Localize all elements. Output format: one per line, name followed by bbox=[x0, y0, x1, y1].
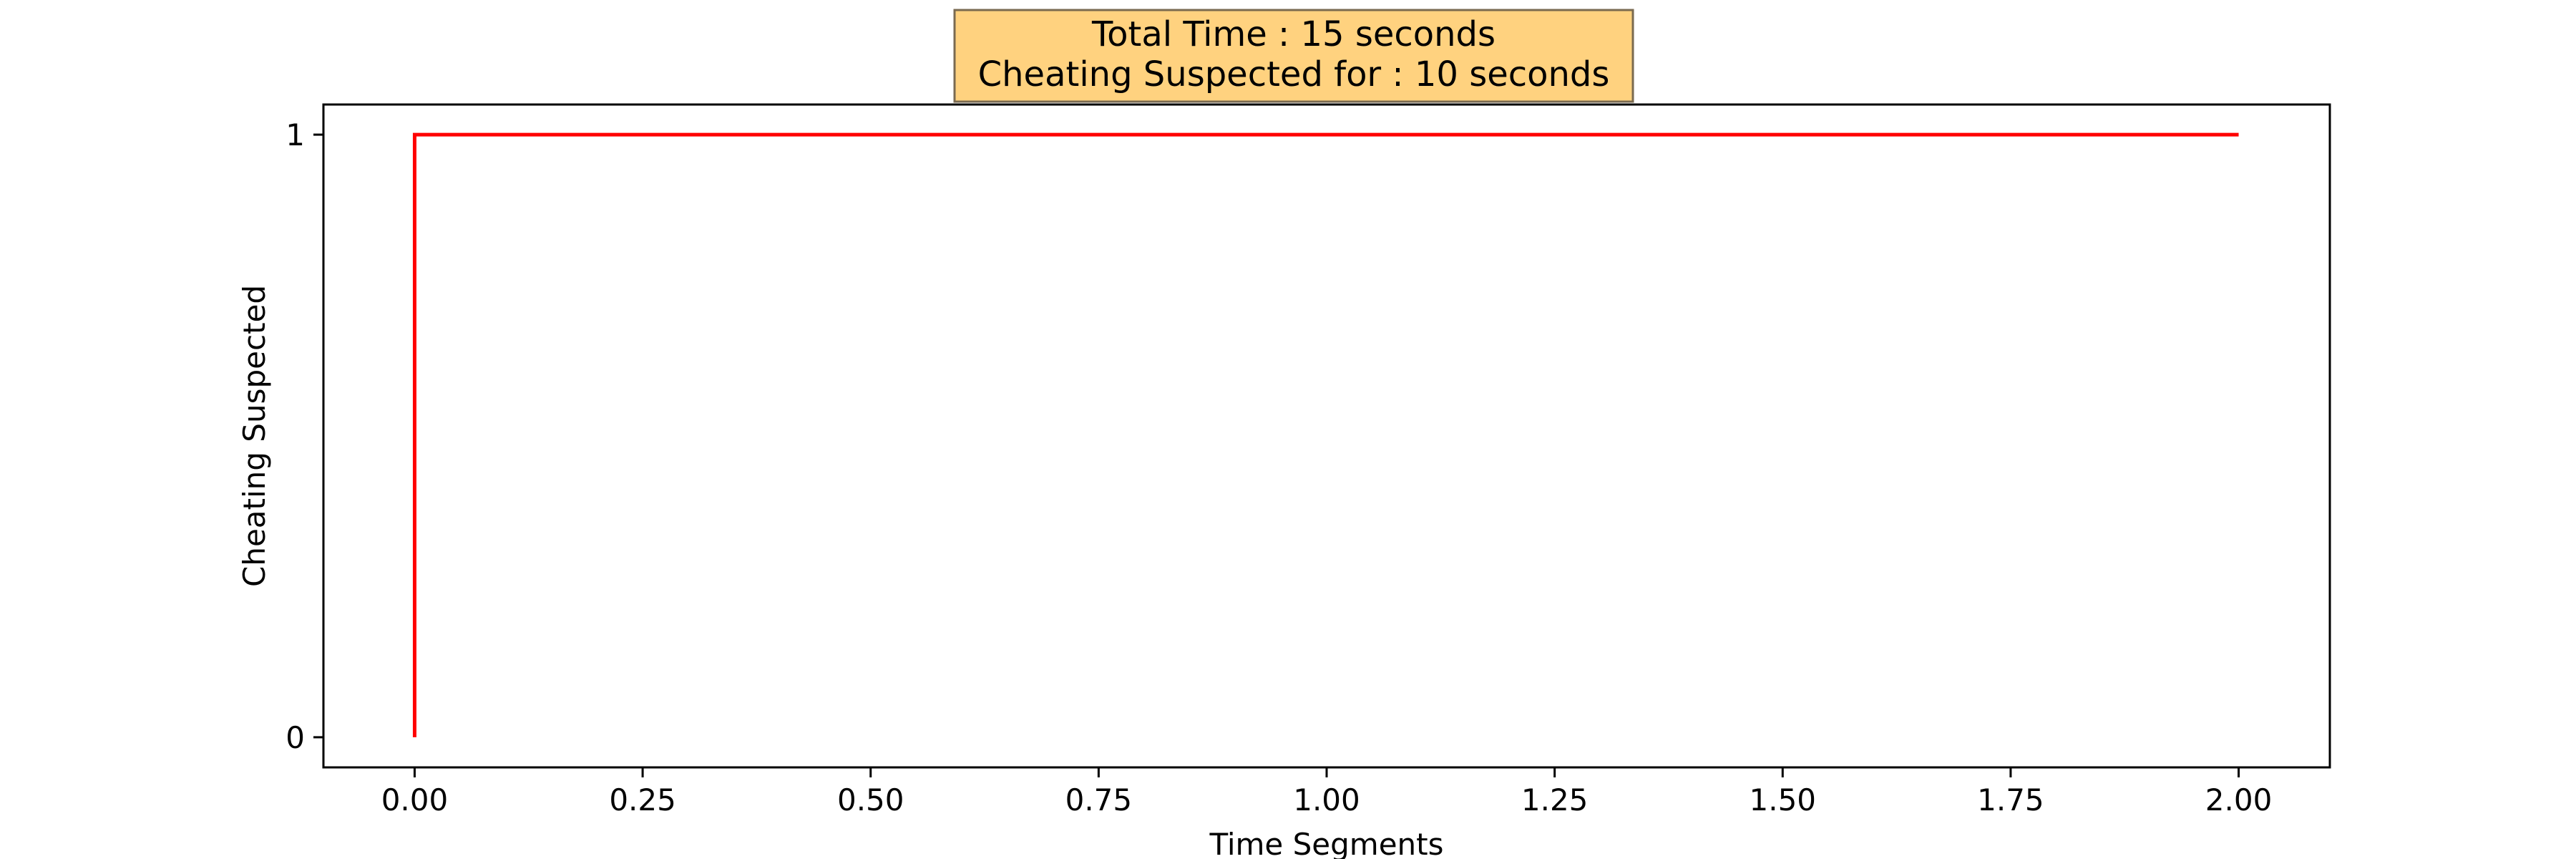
x-tick-label: 0.00 bbox=[381, 782, 449, 817]
x-tick-label: 1.00 bbox=[1293, 782, 1360, 817]
y-tick-label: 0 bbox=[286, 720, 305, 755]
x-axis-ticks: 0.00 0.25 0.50 0.75 1.00 1.25 1.50 1.75 2.00 bbox=[381, 767, 2273, 817]
x-tick-label: 1.25 bbox=[1521, 782, 1589, 817]
title-line-2: Cheating Suspected for : 10 seconds bbox=[978, 54, 1610, 94]
x-tick-label: 1.75 bbox=[1977, 782, 2044, 817]
x-tick-label: 0.25 bbox=[609, 782, 676, 817]
series-line bbox=[412, 132, 2239, 737]
title-box-background bbox=[953, 9, 1634, 103]
x-tick-label: 2.00 bbox=[2205, 782, 2273, 817]
series-layer bbox=[412, 132, 2239, 737]
x-tick-label: 0.50 bbox=[837, 782, 904, 817]
x-tick-label: 1.50 bbox=[1750, 782, 1817, 817]
y-tick-label: 1 bbox=[286, 117, 305, 152]
x-tick-label: 0.75 bbox=[1065, 782, 1133, 817]
title-box: Total Time : 15 seconds Cheating Suspect… bbox=[953, 9, 1634, 103]
y-axis-ticks: 01 bbox=[286, 117, 323, 755]
title-line-1: Total Time : 15 seconds bbox=[1091, 14, 1496, 54]
y-axis-label: Cheating Suspected bbox=[237, 285, 272, 587]
x-axis-label: Time Segments bbox=[1209, 827, 1443, 859]
